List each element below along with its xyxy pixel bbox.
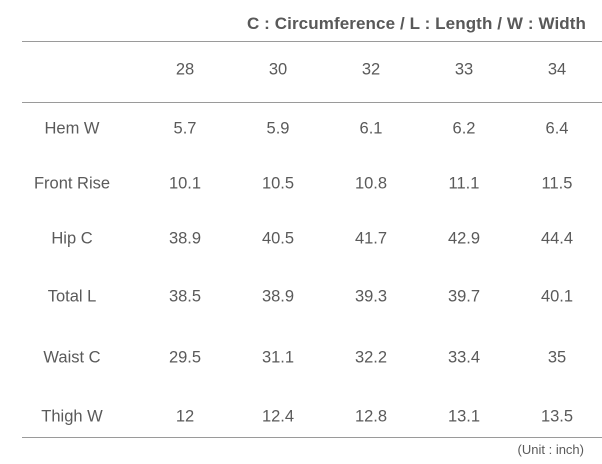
- table-bottom-rule: [22, 437, 602, 438]
- table-cell: 38.5: [168, 287, 202, 306]
- table-cell: 31.1: [261, 348, 295, 367]
- row-label: Thigh W: [41, 407, 103, 426]
- table-cell: 33.4: [447, 348, 481, 367]
- row-label: Waist C: [43, 348, 101, 367]
- table-cell: 6.4: [545, 119, 569, 138]
- unit-note: (Unit : inch): [517, 442, 584, 457]
- table-cell: 12.8: [354, 407, 388, 426]
- table-cell: 10.1: [168, 174, 202, 193]
- table-cell: 29.5: [168, 348, 202, 367]
- table-cell: 6.2: [452, 119, 476, 138]
- table-cell: 32.2: [354, 348, 388, 367]
- column-header-size: 34: [547, 60, 567, 79]
- table-cell: 39.7: [447, 287, 481, 306]
- table-cell: 40.1: [540, 287, 574, 306]
- column-header-size: 32: [361, 60, 381, 79]
- header-separator-rule: [22, 102, 602, 103]
- table-cell: 13.5: [540, 407, 574, 426]
- size-chart-table: 28 30 32 33 34 Hem W 5.7 5.9 6.1 6.2 6.4 Front Rise…: [22, 0, 602, 464]
- measurement-legend: C : Circumference / L : Length / W : Wid…: [246, 14, 586, 33]
- table-cell: 11.1: [448, 174, 480, 193]
- table-cell: 5.7: [173, 119, 197, 138]
- table-cell: 40.5: [261, 229, 295, 248]
- column-header-size: 28: [175, 60, 195, 79]
- column-header-size: 33: [454, 60, 474, 79]
- table-cell: 38.9: [261, 287, 295, 306]
- table-cell: 42.9: [447, 229, 481, 248]
- table-cell: 44.4: [540, 229, 574, 248]
- table-cell: 12: [175, 407, 195, 426]
- table-cell: 35: [547, 348, 567, 367]
- table-cell: 11.5: [541, 174, 573, 193]
- table-cell: 10.8: [354, 174, 388, 193]
- row-label: Hip C: [51, 229, 93, 248]
- table-cell: 12.4: [261, 407, 295, 426]
- column-header-size: 30: [268, 60, 288, 79]
- row-label: Hem W: [44, 119, 100, 138]
- row-label: Total L: [47, 287, 97, 306]
- table-top-rule: [22, 41, 602, 42]
- table-cell: 38.9: [168, 229, 202, 248]
- table-cell: 39.3: [354, 287, 388, 306]
- table-cell: 6.1: [359, 119, 383, 138]
- table-cell: 5.9: [266, 119, 290, 138]
- row-label: Front Rise: [33, 174, 111, 193]
- table-cell: 10.5: [261, 174, 295, 193]
- table-cell: 41.7: [354, 229, 388, 248]
- table-cell: 13.1: [447, 407, 481, 426]
